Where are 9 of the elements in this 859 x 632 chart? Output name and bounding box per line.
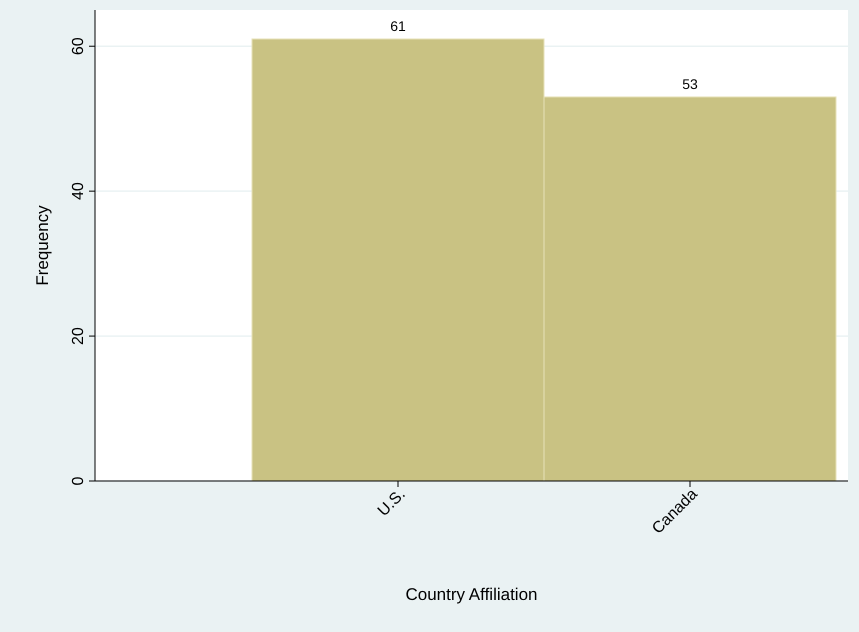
y-tick-label: 40 — [70, 182, 87, 200]
y-axis-title: Frequency — [33, 204, 52, 286]
data-label: 53 — [682, 76, 698, 92]
y-tick-label: 20 — [70, 327, 87, 345]
y-tick-label: 60 — [70, 37, 87, 56]
x-axis-title: Country Affiliation — [406, 585, 538, 604]
y-tick-label: 0 — [70, 476, 87, 486]
x-tick-label: U.S. — [374, 486, 409, 520]
data-label: 61 — [390, 18, 406, 34]
